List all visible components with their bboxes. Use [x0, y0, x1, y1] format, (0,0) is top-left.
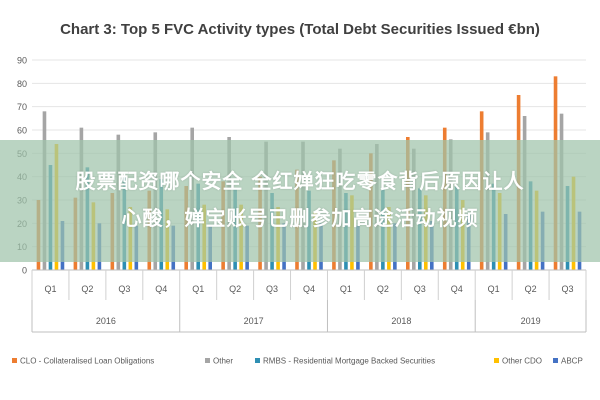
- x-tick-label: Q2: [229, 284, 241, 294]
- legend-label: CLO - Collateralised Loan Obligations: [20, 357, 154, 366]
- x-tick-label: Q3: [118, 284, 130, 294]
- x-group-label: 2019: [521, 316, 541, 326]
- x-tick-label: Q2: [81, 284, 93, 294]
- x-tick-label: Q4: [303, 284, 315, 294]
- y-tick-label: 70: [17, 102, 27, 112]
- y-tick-label: 90: [17, 56, 27, 66]
- x-tick-label: Q1: [192, 284, 204, 294]
- legend-label: ABCP: [561, 357, 583, 366]
- legend-label: Other: [213, 357, 233, 366]
- x-tick-label: Q4: [155, 284, 167, 294]
- x-tick-label: Q1: [488, 284, 500, 294]
- overlay-caption-line-2: 心酸，婵宝账号已删参加高途活动视频: [121, 206, 479, 230]
- x-group-label: 2016: [96, 316, 116, 326]
- legend-swatch: [255, 358, 260, 363]
- chart-title: Chart 3: Top 5 FVC Activity types (Total…: [60, 21, 540, 38]
- legend-swatch: [12, 358, 17, 363]
- legend-swatch: [205, 358, 210, 363]
- x-tick-label: Q1: [44, 284, 56, 294]
- x-tick-label: Q2: [377, 284, 389, 294]
- x-axis: Q1 Q2 Q3 Q4 Q1 Q2 Q3 Q4 Q1 Q2 Q3 Q4 Q1 Q2 Q3 2016 2017 20…: [31, 269, 587, 333]
- y-tick-label: 0: [22, 266, 27, 276]
- x-group-label: 2018: [391, 316, 411, 326]
- overlay-banner: [0, 140, 600, 262]
- x-tick-label: Q2: [525, 284, 537, 294]
- overlay-caption-line-1: 股票配资哪个安全 全红婵狂吃零食背后原因让人: [75, 169, 525, 193]
- legend-label: Other CDO: [502, 357, 542, 366]
- y-tick-label: 80: [17, 79, 27, 89]
- legend-label: RMBS - Residential Mortgage Backed Secur…: [263, 357, 435, 366]
- x-group-label: 2017: [244, 316, 264, 326]
- x-tick-label: Q4: [451, 284, 463, 294]
- x-tick-label: Q3: [266, 284, 278, 294]
- x-tick-label: Q3: [414, 284, 426, 294]
- legend-swatch: [494, 358, 499, 363]
- x-tick-label: Q1: [340, 284, 352, 294]
- legend: CLO - Collateralised Loan Obligations Oth…: [12, 357, 583, 366]
- legend-swatch: [553, 358, 558, 363]
- y-tick-label: 60: [17, 126, 27, 136]
- x-tick-label: Q3: [562, 284, 574, 294]
